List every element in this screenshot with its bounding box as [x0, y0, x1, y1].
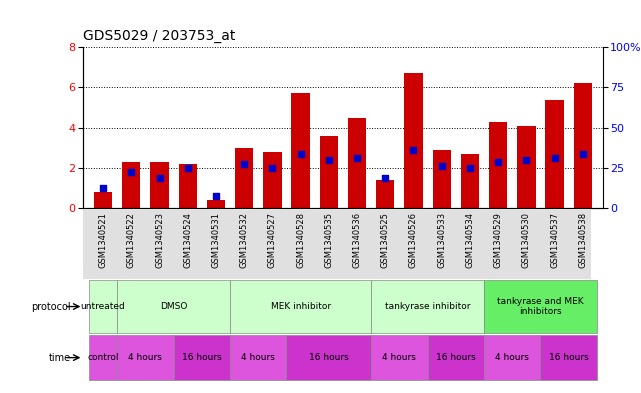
Text: GSM1340526: GSM1340526	[409, 212, 418, 268]
Text: 4 hours: 4 hours	[495, 353, 529, 362]
Bar	[230, 280, 371, 333]
Text: GSM1340528: GSM1340528	[296, 212, 305, 268]
Point	[211, 193, 221, 199]
Text: GDS5029 / 203753_at: GDS5029 / 203753_at	[83, 29, 236, 43]
Text: GSM1340522: GSM1340522	[127, 212, 136, 268]
Text: GSM1340521: GSM1340521	[99, 212, 108, 268]
Text: GSM1340527: GSM1340527	[268, 212, 277, 268]
Text: tankyrase and MEK
inhibitors: tankyrase and MEK inhibitors	[497, 297, 584, 316]
Point	[126, 169, 137, 175]
Bar	[122, 162, 140, 208]
Text: 16 hours: 16 hours	[549, 353, 588, 362]
Bar	[230, 335, 287, 380]
Bar	[348, 118, 366, 208]
Point	[352, 155, 362, 161]
Bar	[404, 73, 422, 208]
Point	[380, 175, 390, 181]
Point	[465, 165, 475, 171]
Bar	[179, 164, 197, 208]
Text: 4 hours: 4 hours	[242, 353, 275, 362]
Bar	[574, 83, 592, 208]
Bar	[371, 335, 428, 380]
Point	[154, 175, 165, 181]
Bar	[461, 154, 479, 208]
Bar	[207, 200, 225, 208]
Point	[98, 185, 108, 191]
Text: control: control	[87, 353, 119, 362]
Bar	[94, 192, 112, 208]
Bar	[428, 335, 484, 380]
Text: GSM1340536: GSM1340536	[353, 212, 362, 268]
Point	[578, 151, 588, 157]
Text: MEK inhibitor: MEK inhibitor	[271, 302, 331, 311]
Text: GSM1340529: GSM1340529	[494, 212, 503, 268]
Bar	[292, 94, 310, 208]
Text: protocol: protocol	[31, 301, 71, 312]
Text: GSM1340534: GSM1340534	[465, 212, 474, 268]
Bar	[263, 152, 281, 208]
Text: GSM1340535: GSM1340535	[324, 212, 333, 268]
Bar	[371, 280, 484, 333]
Text: GSM1340531: GSM1340531	[212, 212, 221, 268]
Text: GSM1340524: GSM1340524	[183, 212, 192, 268]
Bar	[235, 148, 253, 208]
Point	[183, 165, 193, 171]
Text: 4 hours: 4 hours	[128, 353, 162, 362]
Point	[549, 155, 560, 161]
Bar	[117, 280, 230, 333]
Bar	[433, 150, 451, 208]
Bar	[545, 99, 563, 208]
Text: GSM1340525: GSM1340525	[381, 212, 390, 268]
Bar	[484, 280, 597, 333]
Text: untreated: untreated	[81, 302, 126, 311]
Bar	[287, 335, 371, 380]
Text: GSM1340530: GSM1340530	[522, 212, 531, 268]
Bar	[151, 162, 169, 208]
Point	[521, 157, 531, 163]
Point	[437, 163, 447, 169]
Point	[493, 159, 503, 165]
Bar	[540, 335, 597, 380]
Bar	[89, 280, 117, 333]
Text: 16 hours: 16 hours	[309, 353, 349, 362]
Text: 16 hours: 16 hours	[182, 353, 222, 362]
Bar	[376, 180, 394, 208]
Bar	[517, 126, 535, 208]
Point	[296, 151, 306, 157]
Text: time: time	[48, 353, 71, 363]
Point	[239, 161, 249, 167]
Point	[324, 157, 334, 163]
Point	[267, 165, 278, 171]
Text: GSM1340533: GSM1340533	[437, 212, 446, 268]
Bar	[89, 335, 117, 380]
Text: GSM1340532: GSM1340532	[240, 212, 249, 268]
Text: 16 hours: 16 hours	[436, 353, 476, 362]
Text: DMSO: DMSO	[160, 302, 187, 311]
Bar	[174, 335, 230, 380]
Text: GSM1340538: GSM1340538	[578, 212, 587, 268]
Bar	[484, 335, 540, 380]
Text: GSM1340537: GSM1340537	[550, 212, 559, 268]
Text: 4 hours: 4 hours	[383, 353, 416, 362]
Bar	[320, 136, 338, 208]
Point	[408, 147, 419, 153]
Bar	[489, 122, 507, 208]
Bar	[117, 335, 174, 380]
Text: GSM1340523: GSM1340523	[155, 212, 164, 268]
Text: tankyrase inhibitor: tankyrase inhibitor	[385, 302, 470, 311]
